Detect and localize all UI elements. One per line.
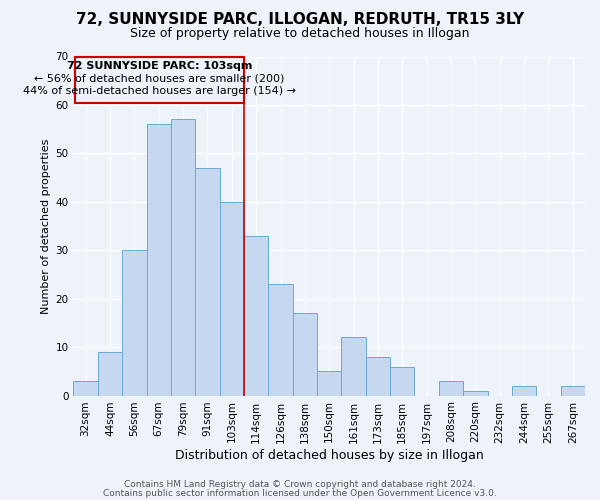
- Bar: [146, 124, 171, 396]
- Y-axis label: Number of detached properties: Number of detached properties: [41, 138, 51, 314]
- Bar: [98, 352, 122, 396]
- Text: ← 56% of detached houses are smaller (200): ← 56% of detached houses are smaller (20…: [34, 74, 284, 84]
- Bar: [560, 386, 585, 396]
- Text: Contains public sector information licensed under the Open Government Licence v3: Contains public sector information licen…: [103, 489, 497, 498]
- Text: Contains HM Land Registry data © Crown copyright and database right 2024.: Contains HM Land Registry data © Crown c…: [124, 480, 476, 489]
- Bar: [122, 250, 146, 396]
- Bar: [439, 381, 463, 396]
- Bar: [366, 357, 390, 396]
- FancyBboxPatch shape: [74, 56, 244, 102]
- Bar: [244, 236, 268, 396]
- Bar: [220, 202, 244, 396]
- Text: 72 SUNNYSIDE PARC: 103sqm: 72 SUNNYSIDE PARC: 103sqm: [67, 62, 252, 72]
- Bar: [195, 168, 220, 396]
- Bar: [463, 390, 488, 396]
- Bar: [390, 366, 415, 396]
- Bar: [341, 338, 366, 396]
- Text: 44% of semi-detached houses are larger (154) →: 44% of semi-detached houses are larger (…: [23, 86, 296, 96]
- Bar: [293, 313, 317, 396]
- Text: Size of property relative to detached houses in Illogan: Size of property relative to detached ho…: [130, 28, 470, 40]
- Bar: [171, 120, 195, 396]
- Bar: [73, 381, 98, 396]
- Text: 72, SUNNYSIDE PARC, ILLOGAN, REDRUTH, TR15 3LY: 72, SUNNYSIDE PARC, ILLOGAN, REDRUTH, TR…: [76, 12, 524, 28]
- Bar: [512, 386, 536, 396]
- Bar: [268, 284, 293, 396]
- X-axis label: Distribution of detached houses by size in Illogan: Distribution of detached houses by size …: [175, 450, 484, 462]
- Bar: [317, 372, 341, 396]
